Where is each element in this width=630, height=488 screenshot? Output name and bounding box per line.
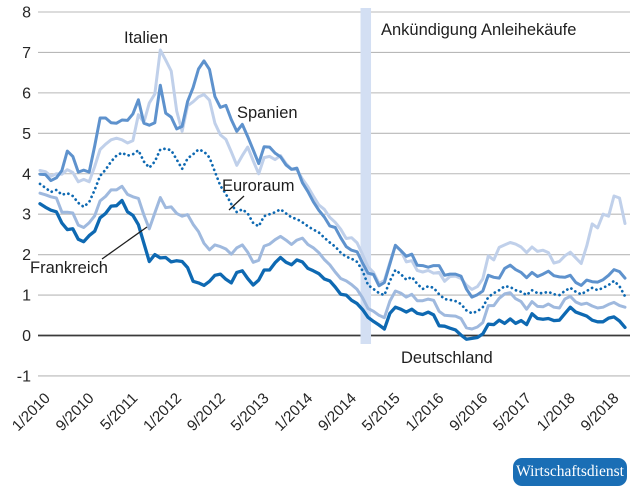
- y-tick-label: 7: [22, 45, 31, 62]
- series-line-euroraum: [38, 147, 627, 315]
- y-tick-label: 6: [22, 85, 31, 102]
- x-tick-label: 1/2010: [9, 390, 54, 435]
- x-tick-label: 9/2018: [578, 390, 623, 435]
- y-tick-label: 2: [22, 247, 31, 264]
- y-tick-label: 5: [22, 126, 31, 143]
- y-tick-label: 3: [22, 207, 31, 224]
- x-tick-label: 1/2012: [140, 390, 185, 435]
- series-label-spanien: Spanien: [237, 104, 298, 122]
- event-band: [360, 8, 372, 344]
- euroraum-pointer-line: [228, 195, 245, 211]
- series-label-frankreich: Frankreich: [30, 259, 108, 277]
- series-label-deutschland: Deutschland: [401, 349, 493, 367]
- x-tick-label: 5/2017: [490, 390, 535, 435]
- series-line-deutschland: [38, 198, 627, 341]
- x-tick-label: 1/2018: [534, 390, 579, 435]
- y-tick-label: 1: [22, 288, 31, 305]
- frankreich-pointer-line: [101, 226, 148, 260]
- y-tick-label: -1: [17, 368, 31, 385]
- y-tick-label: 4: [22, 166, 31, 183]
- x-tick-label: 9/2010: [53, 390, 98, 435]
- y-tick-label: 0: [22, 328, 31, 345]
- x-tick-label: 9/2012: [184, 390, 229, 435]
- x-tick-label: 9/2016: [446, 390, 491, 435]
- x-tick-label: 5/2013: [228, 390, 273, 435]
- series-line-spanien: [38, 59, 627, 299]
- x-tick-label: 1/2014: [271, 390, 316, 435]
- x-tick-label: 5/2015: [359, 390, 404, 435]
- x-tick-label: 5/2011: [97, 390, 141, 434]
- y-tick-label: 8: [22, 5, 31, 22]
- series-line-frankreich: [38, 184, 627, 331]
- series-label-italien: Italien: [124, 29, 169, 47]
- wirtschaftsdienst-badge: Wirtschaftsdienst: [513, 458, 627, 486]
- x-tick-label: 9/2014: [315, 390, 360, 435]
- series-label-euroraum: Euroraum: [222, 177, 295, 195]
- x-tick-label: 1/2016: [403, 390, 448, 435]
- event-band-label: Ankündigung Anleihekäufe: [381, 21, 577, 39]
- series-line-italien: [38, 48, 627, 291]
